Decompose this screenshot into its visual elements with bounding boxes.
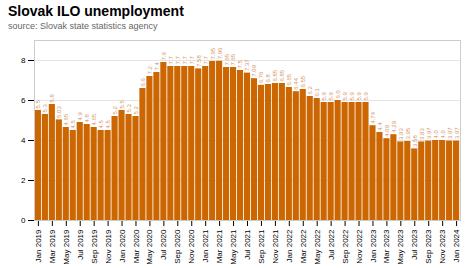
svg-text:8: 8 — [21, 56, 26, 65]
svg-text:7.7: 7.7 — [182, 55, 188, 64]
svg-text:5.3: 5.3 — [42, 103, 48, 112]
svg-text:Nov 2019: Nov 2019 — [104, 229, 113, 264]
svg-text:4.5: 4.5 — [98, 119, 104, 128]
svg-text:7.37: 7.37 — [244, 59, 250, 71]
svg-text:Nov 2023: Nov 2023 — [438, 229, 447, 264]
svg-text:Jan 2022: Jan 2022 — [285, 229, 294, 262]
svg-text:5.8: 5.8 — [49, 93, 55, 102]
svg-text:6.55: 6.55 — [300, 75, 306, 87]
svg-text:3.93: 3.93 — [398, 128, 404, 140]
svg-text:6.85: 6.85 — [279, 69, 285, 81]
svg-text:5.9: 5.9 — [356, 91, 362, 100]
svg-text:4.65: 4.65 — [91, 113, 97, 125]
svg-text:May 2021: May 2021 — [229, 229, 238, 265]
svg-text:6.44: 6.44 — [293, 77, 299, 89]
svg-text:0: 0 — [21, 216, 26, 225]
svg-text:4: 4 — [21, 136, 26, 145]
svg-text:Jul 2022: Jul 2022 — [327, 229, 336, 260]
svg-text:4.0: 4.0 — [440, 129, 446, 138]
svg-text:7.95: 7.95 — [210, 47, 216, 59]
svg-text:Nov 2020: Nov 2020 — [187, 229, 196, 264]
html-text:Slovak ILO unemployment: Slovak ILO unemployment — [8, 3, 184, 19]
svg-text:Jul 2020: Jul 2020 — [159, 229, 168, 260]
svg-text:Jan 2024: Jan 2024 — [452, 229, 461, 262]
svg-text:Jul 2021: Jul 2021 — [243, 229, 252, 260]
svg-text:7.7: 7.7 — [168, 55, 174, 64]
svg-text:3.58: 3.58 — [412, 135, 418, 147]
svg-text:3.93: 3.93 — [419, 128, 425, 140]
svg-text:7.7: 7.7 — [175, 55, 181, 64]
svg-text:Nov 2021: Nov 2021 — [271, 229, 280, 264]
svg-text:Sep 2020: Sep 2020 — [173, 229, 182, 264]
svg-text:May 2019: May 2019 — [62, 229, 71, 265]
svg-text:7.4: 7.4 — [154, 61, 160, 70]
svg-text:5.9: 5.9 — [328, 91, 334, 100]
svg-text:7.58: 7.58 — [196, 55, 202, 67]
svg-text:Jul 2023: Jul 2023 — [410, 229, 419, 260]
svg-text:3.97: 3.97 — [426, 127, 432, 139]
svg-text:5.2: 5.2 — [133, 105, 139, 114]
svg-text:Jan 2021: Jan 2021 — [201, 229, 210, 262]
svg-text:Mar 2021: Mar 2021 — [215, 229, 224, 263]
svg-text:4.0: 4.0 — [433, 129, 439, 138]
svg-text:Nov 2022: Nov 2022 — [355, 229, 364, 264]
svg-text:Sep 2022: Sep 2022 — [341, 229, 350, 264]
svg-text:4.9: 4.9 — [77, 111, 83, 120]
svg-text:Jul 2019: Jul 2019 — [76, 229, 85, 260]
svg-text:7.09: 7.09 — [251, 64, 257, 76]
svg-text:Sep 2023: Sep 2023 — [424, 229, 433, 264]
svg-text:7.7: 7.7 — [189, 55, 195, 64]
svg-text:5.3: 5.3 — [126, 103, 132, 112]
svg-text:4.4: 4.4 — [377, 121, 383, 130]
svg-text:5.5: 5.5 — [35, 99, 41, 108]
svg-text:Jan 2023: Jan 2023 — [369, 229, 378, 262]
svg-text:5.2: 5.2 — [112, 105, 118, 114]
svg-text:6.76: 6.76 — [258, 71, 264, 83]
svg-text:3.95: 3.95 — [405, 127, 411, 139]
svg-text:4.74: 4.74 — [370, 111, 376, 123]
svg-text:7.5: 7.5 — [237, 59, 243, 68]
svg-text:5.9: 5.9 — [363, 91, 369, 100]
svg-text:7.65: 7.65 — [230, 53, 236, 65]
svg-text:6.6: 6.6 — [140, 77, 146, 86]
svg-text:4.09: 4.09 — [384, 124, 390, 136]
svg-text:Jan 2019: Jan 2019 — [34, 229, 43, 262]
html-text:source: Slovak state statistic: source: Slovak state statistics agency — [8, 21, 158, 31]
svg-text:2: 2 — [21, 176, 26, 185]
svg-text:6.2: 6.2 — [307, 85, 313, 94]
svg-text:4.65: 4.65 — [63, 113, 69, 125]
svg-text:Sep 2019: Sep 2019 — [90, 229, 99, 264]
svg-text:5.03: 5.03 — [56, 106, 62, 118]
svg-text:Mar 2020: Mar 2020 — [132, 229, 141, 263]
svg-text:4.5: 4.5 — [70, 119, 76, 128]
svg-text:Jan 2020: Jan 2020 — [118, 229, 127, 262]
svg-text:3.97: 3.97 — [447, 127, 453, 139]
svg-text:6.65: 6.65 — [286, 73, 292, 85]
svg-text:7.2: 7.2 — [147, 65, 153, 74]
svg-text:7.96: 7.96 — [217, 47, 223, 59]
svg-text:4.29: 4.29 — [391, 120, 397, 132]
svg-text:7.9: 7.9 — [161, 51, 167, 60]
svg-text:6: 6 — [21, 96, 26, 105]
svg-text:Mar 2022: Mar 2022 — [299, 229, 308, 263]
svg-text:May 2023: May 2023 — [396, 229, 405, 265]
svg-text:7.65: 7.65 — [224, 53, 230, 65]
svg-text:7.7: 7.7 — [203, 55, 209, 64]
svg-text:6.85: 6.85 — [272, 69, 278, 81]
svg-text:6.0: 6.0 — [335, 89, 341, 98]
svg-text:May 2020: May 2020 — [145, 229, 154, 265]
svg-text:5.9: 5.9 — [349, 91, 355, 100]
svg-text:6.1: 6.1 — [314, 87, 320, 96]
svg-text:4.8: 4.8 — [84, 113, 90, 122]
svg-text:Mar 2023: Mar 2023 — [382, 229, 391, 263]
svg-text:4.5: 4.5 — [105, 119, 111, 128]
svg-text:May 2022: May 2022 — [313, 229, 322, 265]
svg-text:5.9: 5.9 — [342, 91, 348, 100]
svg-text:5.9: 5.9 — [321, 91, 327, 100]
svg-text:Sep 2021: Sep 2021 — [257, 229, 266, 264]
svg-text:5.5: 5.5 — [119, 99, 125, 108]
svg-text:6.8: 6.8 — [265, 73, 271, 82]
svg-text:Mar 2019: Mar 2019 — [48, 229, 57, 263]
svg-text:3.97: 3.97 — [454, 127, 460, 139]
